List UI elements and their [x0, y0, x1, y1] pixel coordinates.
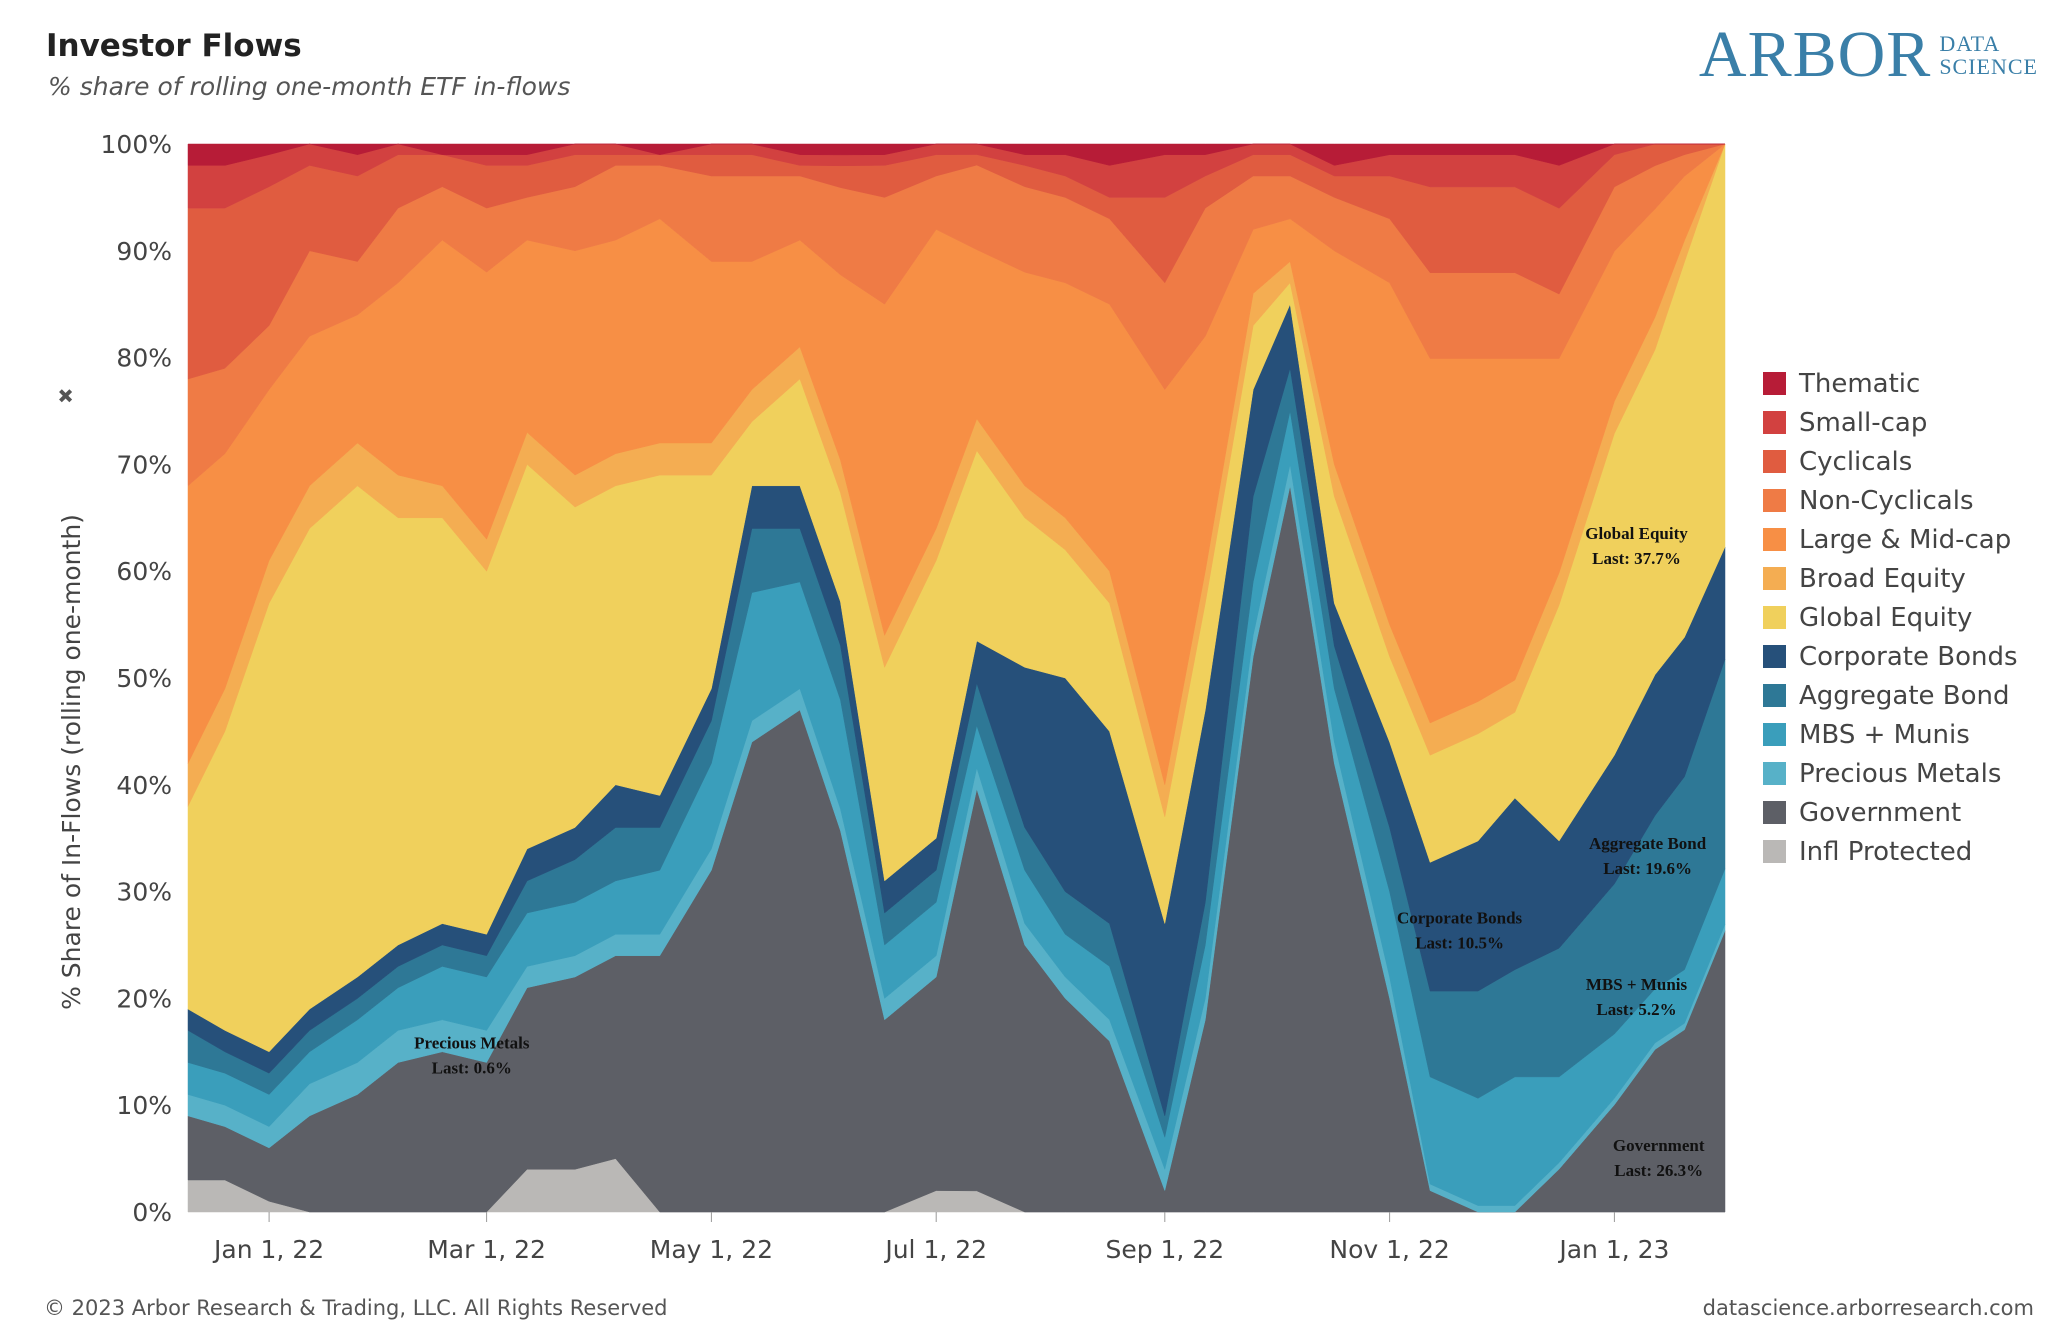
- legend-swatch: [1763, 372, 1786, 395]
- annotation-label: Last: 5.2%: [1596, 1000, 1676, 1019]
- legend-item[interactable]: Small-cap: [1763, 403, 2018, 442]
- annotation-label: Corporate Bonds: [1397, 909, 1523, 928]
- legend-label: Broad Equity: [1799, 563, 1966, 594]
- logo-subtext-line1: DATA: [1939, 30, 2001, 56]
- legend-item[interactable]: Thematic: [1763, 364, 2018, 403]
- legend-label: Corporate Bonds: [1799, 641, 2018, 672]
- legend: Thematic Small-cap Cyclicals Non-Cyclicals L…: [1763, 364, 2018, 871]
- legend-swatch: [1763, 762, 1786, 785]
- chart-subtitle: % share of rolling one-month ETF in-flow…: [48, 72, 571, 101]
- y-axis-label: % Share of In-Flows (rolling one-month): [57, 514, 86, 1010]
- annotation-label: Last: 19.6%: [1603, 859, 1692, 878]
- legend-label: Large & Mid-cap: [1799, 524, 2012, 555]
- y-tick-label: 0%: [132, 1198, 172, 1227]
- legend-item[interactable]: Infl Protected: [1763, 832, 2018, 871]
- area-layers: [187, 143, 1726, 1213]
- annotation-label: Government: [1613, 1136, 1705, 1155]
- x-tick-label: Jan 1, 23: [1557, 1235, 1669, 1264]
- website-link[interactable]: datascience.arborresearch.com: [1702, 1296, 2034, 1320]
- legend-item[interactable]: Global Equity: [1763, 598, 2018, 637]
- chart-title: Investor Flows: [46, 28, 302, 64]
- x-tick-label: Jul 1, 22: [883, 1235, 987, 1264]
- legend-item[interactable]: Cyclicals: [1763, 442, 2018, 481]
- y-tick-label: 70%: [116, 450, 172, 479]
- legend-item[interactable]: Corporate Bonds: [1763, 637, 2018, 676]
- legend-swatch: [1763, 567, 1786, 590]
- annotation-label: Precious Metals: [414, 1034, 530, 1053]
- legend-label: Global Equity: [1799, 602, 1973, 633]
- legend-swatch: [1763, 840, 1786, 863]
- legend-swatch: [1763, 684, 1786, 707]
- legend-item[interactable]: Aggregate Bond: [1763, 676, 2018, 715]
- y-tick-label: 100%: [101, 130, 172, 159]
- legend-label: Aggregate Bond: [1799, 680, 2010, 711]
- legend-item[interactable]: Broad Equity: [1763, 559, 2018, 598]
- y-tick-label: 60%: [116, 557, 172, 586]
- y-tick-label: 50%: [116, 664, 172, 693]
- legend-swatch: [1763, 645, 1786, 668]
- legend-label: Small-cap: [1799, 407, 1928, 438]
- y-axis-ticks: 0% 10% 20% 30% 40% 50% 60% 70% 80% 90% 100%: [101, 130, 172, 1227]
- y-tick-label: 40%: [116, 771, 172, 800]
- legend-swatch: [1763, 450, 1786, 473]
- x-tick-label: Jan 1, 22: [212, 1235, 324, 1264]
- x-tick-label: Mar 1, 22: [427, 1235, 546, 1264]
- legend-swatch: [1763, 411, 1786, 434]
- copyright-text: © 2023 Arbor Research & Trading, LLC. Al…: [44, 1296, 668, 1320]
- annotation-label: Last: 10.5%: [1415, 934, 1504, 953]
- annotation-label: Last: 0.6%: [432, 1059, 512, 1078]
- logo-subtext: DATA SCIENCE: [1939, 32, 2038, 78]
- annotation-label: Aggregate Bond: [1589, 834, 1707, 853]
- x-tick-label: Sep 1, 22: [1105, 1235, 1224, 1264]
- x-axis-ticks: Jan 1, 22 Mar 1, 22 May 1, 22 Jul 1, 22 Sep …: [212, 1212, 1669, 1264]
- legend-label: Non-Cyclicals: [1799, 485, 1974, 516]
- y-tick-label: 10%: [116, 1091, 172, 1120]
- legend-label: Government: [1799, 797, 1962, 828]
- annotation-label: MBS + Munis: [1586, 975, 1688, 994]
- legend-swatch: [1763, 489, 1786, 512]
- annotation-label: Global Equity: [1585, 524, 1688, 543]
- legend-swatch: [1763, 606, 1786, 629]
- logo-subtext-line2: SCIENCE: [1939, 54, 2038, 79]
- annotation-label: Last: 37.7%: [1592, 549, 1681, 568]
- legend-item[interactable]: MBS + Munis: [1763, 715, 2018, 754]
- legend-swatch: [1763, 528, 1786, 551]
- legend-swatch: [1763, 723, 1786, 746]
- legend-swatch: [1763, 801, 1786, 824]
- legend-label: Cyclicals: [1799, 446, 1913, 477]
- y-tick-label: 20%: [116, 984, 172, 1013]
- legend-label: Infl Protected: [1799, 836, 1973, 867]
- legend-item[interactable]: Non-Cyclicals: [1763, 481, 2018, 520]
- x-tick-label: Nov 1, 22: [1329, 1235, 1449, 1264]
- legend-label: MBS + Munis: [1799, 719, 1970, 750]
- y-tick-label: 80%: [116, 344, 172, 373]
- area-thematic[interactable]: [187, 143, 1725, 166]
- logo-wordmark: ARBOR: [1698, 18, 1932, 91]
- legend-item[interactable]: Precious Metals: [1763, 754, 2018, 793]
- arbor-logo[interactable]: ARBOR DATA SCIENCE: [1699, 22, 2038, 88]
- y-tick-label: 30%: [116, 878, 172, 907]
- annotations: Global Equity Last: 37.7% Aggregate Bond La…: [414, 524, 1707, 1180]
- y-tick-label: 90%: [116, 237, 172, 266]
- annotation-label: Last: 26.3%: [1614, 1161, 1703, 1180]
- legend-item[interactable]: Government: [1763, 793, 2018, 832]
- legend-item[interactable]: Large & Mid-cap: [1763, 520, 2018, 559]
- legend-label: Precious Metals: [1799, 758, 2002, 789]
- legend-label: Thematic: [1799, 368, 1921, 399]
- x-tick-label: May 1, 22: [650, 1235, 773, 1264]
